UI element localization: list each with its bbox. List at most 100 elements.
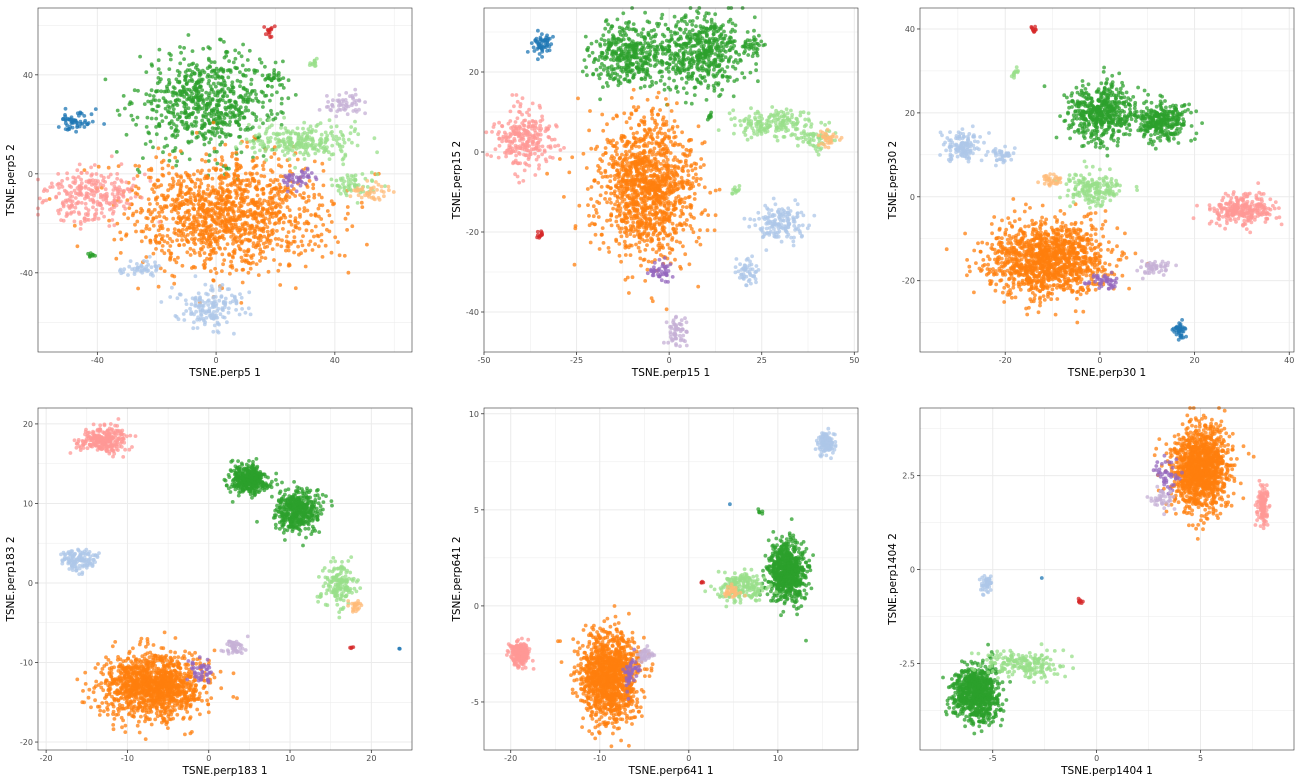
point [114,256,119,261]
point [220,131,225,135]
point [174,260,179,265]
point [234,150,239,155]
point [695,78,700,82]
point [82,219,87,224]
point [300,195,305,200]
point [215,110,220,114]
point [616,78,621,82]
point [176,211,181,215]
point [219,212,223,217]
point [156,67,161,72]
point [210,126,215,130]
point [311,139,316,143]
point [188,222,193,227]
point [274,201,278,206]
point [185,202,190,207]
point [643,248,648,252]
point [167,171,171,176]
point [245,214,250,219]
point [265,229,270,234]
point [162,239,167,244]
x-tick-label: 50 [849,356,859,365]
point [239,54,244,59]
point [282,140,287,144]
point [257,100,261,104]
point [235,113,240,118]
point [305,174,309,179]
point [673,257,677,262]
point [294,175,299,180]
point [666,128,671,133]
point [311,146,316,150]
point [696,284,701,289]
point [627,20,631,24]
point [661,51,665,56]
point [257,125,262,130]
point [688,39,693,44]
point [154,155,159,160]
point [231,60,236,65]
point [73,196,78,200]
point [273,237,278,241]
point [230,265,235,270]
point [126,216,130,221]
point [184,115,189,120]
point [175,159,180,164]
point [360,172,365,176]
point [619,53,623,58]
point [159,89,164,94]
point [620,152,624,157]
point [56,172,61,176]
point [230,154,234,159]
point [124,233,128,238]
point [666,201,670,206]
point [203,320,208,325]
point [124,180,129,185]
point [253,133,258,138]
point [293,165,297,170]
point [250,98,255,103]
point [670,125,675,129]
point [249,172,254,177]
point [622,111,627,116]
point [296,244,300,249]
point [228,89,233,94]
point [212,149,217,154]
point [686,56,690,60]
point [209,223,214,228]
point [171,107,176,111]
point [675,65,680,70]
point [241,267,246,272]
point [190,112,195,116]
point [238,163,243,168]
point [302,137,306,142]
point [146,209,151,214]
point [230,103,234,108]
point [596,164,600,168]
point [235,66,240,70]
point [291,187,296,191]
point [640,51,645,56]
point [166,163,171,168]
point [251,197,256,202]
point [243,310,248,315]
point [292,250,296,255]
point [730,27,735,32]
point [582,58,587,62]
point [686,169,690,173]
point [350,101,355,106]
point [232,250,237,255]
point [379,184,384,189]
point [135,174,140,178]
point [231,233,236,237]
point [683,196,688,201]
point [655,58,660,63]
point [223,296,228,301]
point [289,242,293,246]
point [233,48,238,53]
point [269,78,274,83]
point [83,201,88,206]
point [254,262,259,266]
point [207,168,212,173]
point [281,220,286,225]
